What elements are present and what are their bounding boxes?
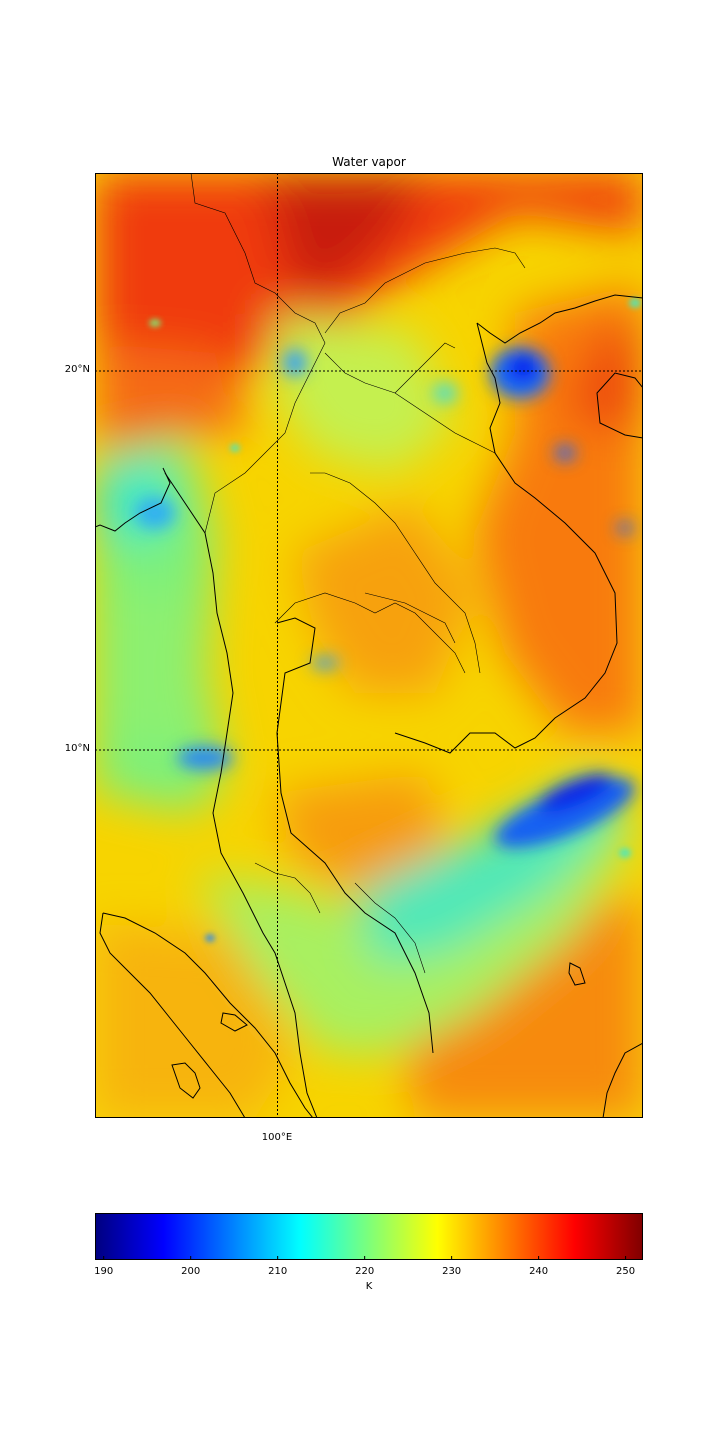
colorbar-tick-label-240: 240 bbox=[529, 1266, 549, 1277]
map-title: Water vapor bbox=[332, 155, 406, 169]
colorbar bbox=[95, 1213, 643, 1260]
colorbar-tick-label-210: 210 bbox=[268, 1266, 288, 1277]
colorbar-tick-label-190: 190 bbox=[94, 1266, 114, 1277]
colorbar-tick-label-220: 220 bbox=[355, 1266, 375, 1277]
colorbar-tick-label-200: 200 bbox=[181, 1266, 201, 1277]
colorbar-tick-label-230: 230 bbox=[442, 1266, 462, 1277]
lon-label-100: 100°E bbox=[261, 1132, 293, 1143]
colorbar-tick-label-250: 250 bbox=[616, 1266, 636, 1277]
water-vapor-map bbox=[95, 173, 643, 1118]
lat-label-20: 20°N bbox=[64, 364, 90, 375]
colorbar-unit: K bbox=[365, 1281, 373, 1292]
lat-label-10: 10°N bbox=[64, 743, 90, 754]
